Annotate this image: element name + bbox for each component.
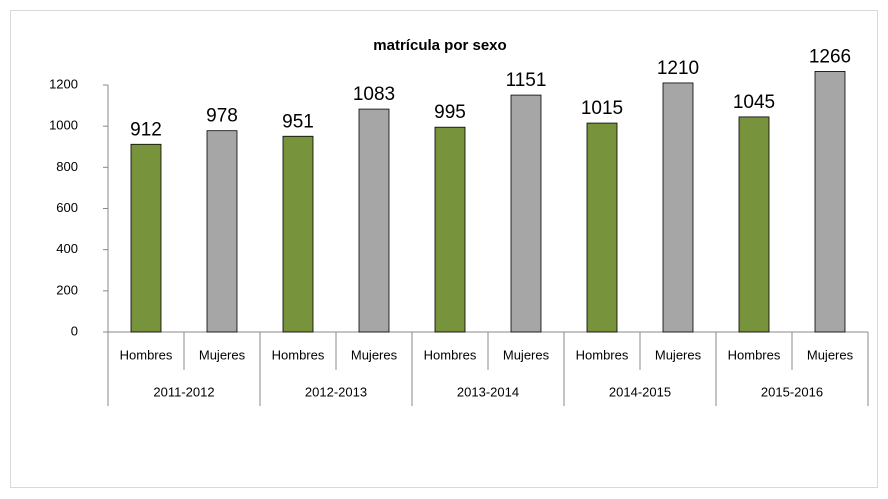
x-tick-label: Hombres — [424, 347, 477, 362]
bar — [738, 116, 770, 333]
bar — [434, 126, 466, 333]
bar — [282, 135, 314, 333]
y-tick-label: 0 — [71, 323, 78, 338]
y-tick-label: 600 — [56, 200, 78, 215]
bar — [510, 94, 542, 333]
x-tick-label: Mujeres — [503, 347, 550, 362]
bar — [358, 108, 390, 333]
x-tick-label: Mujeres — [351, 347, 398, 362]
y-tick-label: 1200 — [49, 76, 78, 91]
x-group-label: 2014-2015 — [609, 384, 671, 399]
x-tick-label: Hombres — [728, 347, 781, 362]
value-label: 1210 — [657, 58, 699, 79]
x-tick-label: Mujeres — [807, 347, 854, 362]
value-label: 995 — [434, 102, 466, 123]
value-label: 1151 — [506, 70, 547, 91]
bar — [130, 143, 162, 333]
chart-title: matrícula por sexo — [373, 37, 506, 54]
x-tick-label: Mujeres — [655, 347, 702, 362]
value-label: 1045 — [733, 92, 775, 113]
x-group-label: 2015-2016 — [761, 384, 823, 399]
bar — [662, 82, 694, 333]
value-label: 1266 — [809, 46, 851, 67]
bar — [814, 71, 846, 333]
x-group-label: 2013-2014 — [457, 384, 519, 399]
value-label: 1083 — [353, 84, 395, 105]
y-tick-label: 1000 — [49, 118, 78, 133]
bar — [586, 122, 618, 333]
x-group-label: 2012-2013 — [305, 384, 367, 399]
y-tick-label: 800 — [56, 159, 78, 174]
value-label: 1015 — [581, 98, 623, 119]
value-label: 912 — [130, 119, 162, 140]
y-tick-label: 200 — [56, 282, 78, 297]
bar — [206, 130, 238, 333]
x-group-label: 2011-2012 — [153, 384, 214, 399]
y-tick-label: 400 — [56, 241, 78, 256]
x-tick-label: Mujeres — [199, 347, 246, 362]
value-label: 951 — [282, 111, 314, 132]
x-tick-label: Hombres — [272, 347, 325, 362]
value-label: 978 — [206, 106, 238, 127]
x-tick-label: Hombres — [576, 347, 629, 362]
x-tick-label: Hombres — [120, 347, 173, 362]
